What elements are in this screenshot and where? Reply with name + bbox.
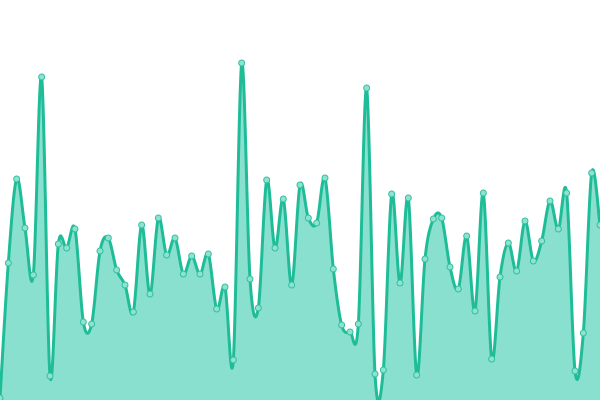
data-point-16 [129, 308, 137, 316]
data-point-32 [263, 176, 271, 184]
data-point-68 [563, 189, 571, 197]
data-point-1 [4, 259, 12, 267]
data-point-46 [379, 366, 387, 374]
data-point-58 [479, 189, 487, 197]
data-point-19 [154, 214, 162, 222]
data-point-33 [271, 244, 279, 252]
data-point-44 [363, 84, 371, 92]
data-point-41 [338, 321, 346, 329]
data-point-20 [163, 251, 171, 259]
data-point-53 [438, 214, 446, 222]
data-point-54 [446, 263, 454, 271]
data-point-26 [213, 305, 221, 313]
data-point-29 [238, 59, 246, 67]
data-point-55 [454, 285, 462, 293]
data-point-13 [104, 234, 112, 242]
data-point-48 [396, 279, 404, 287]
data-point-11 [88, 320, 96, 328]
data-point-60 [496, 273, 504, 281]
data-point-10 [79, 318, 87, 326]
data-point-14 [113, 266, 121, 274]
data-point-66 [546, 197, 554, 205]
data-point-24 [196, 270, 204, 278]
data-point-34 [279, 195, 287, 203]
data-point-72 [596, 221, 600, 229]
data-point-40 [329, 265, 337, 273]
data-point-71 [588, 169, 596, 177]
data-point-8 [63, 244, 71, 252]
data-point-4 [29, 271, 37, 279]
data-point-2 [13, 175, 21, 183]
data-point-47 [388, 190, 396, 198]
data-point-45 [371, 370, 379, 378]
data-point-0 [0, 394, 4, 400]
data-point-25 [204, 250, 212, 258]
data-points [0, 59, 600, 400]
data-point-36 [296, 181, 304, 189]
data-point-23 [188, 252, 196, 260]
data-point-17 [138, 221, 146, 229]
data-point-39 [321, 174, 329, 182]
data-point-51 [421, 255, 429, 263]
data-point-52 [429, 215, 437, 223]
data-point-9 [71, 225, 79, 233]
area-fill [0, 62, 600, 400]
data-point-5 [38, 73, 46, 81]
data-point-65 [538, 237, 546, 245]
data-point-3 [21, 224, 29, 232]
data-point-61 [504, 239, 512, 247]
data-point-15 [121, 281, 129, 289]
data-point-57 [471, 307, 479, 315]
data-point-67 [554, 225, 562, 233]
data-point-35 [288, 281, 296, 289]
data-point-22 [179, 270, 187, 278]
data-point-49 [404, 194, 412, 202]
data-point-43 [354, 320, 362, 328]
data-point-18 [146, 290, 154, 298]
data-point-38 [313, 219, 321, 227]
data-point-42 [346, 328, 354, 336]
data-point-69 [571, 367, 579, 375]
data-point-59 [488, 355, 496, 363]
data-point-12 [96, 247, 104, 255]
data-point-56 [463, 232, 471, 240]
data-point-7 [54, 240, 62, 248]
data-point-31 [254, 304, 262, 312]
data-point-62 [513, 267, 521, 275]
data-point-37 [304, 214, 312, 222]
data-point-70 [579, 329, 587, 337]
data-point-6 [46, 372, 54, 380]
data-point-64 [529, 257, 537, 265]
data-point-63 [521, 217, 529, 225]
data-point-27 [221, 283, 229, 291]
data-point-50 [413, 371, 421, 379]
data-point-21 [171, 234, 179, 242]
data-point-28 [229, 356, 237, 364]
data-point-30 [246, 275, 254, 283]
